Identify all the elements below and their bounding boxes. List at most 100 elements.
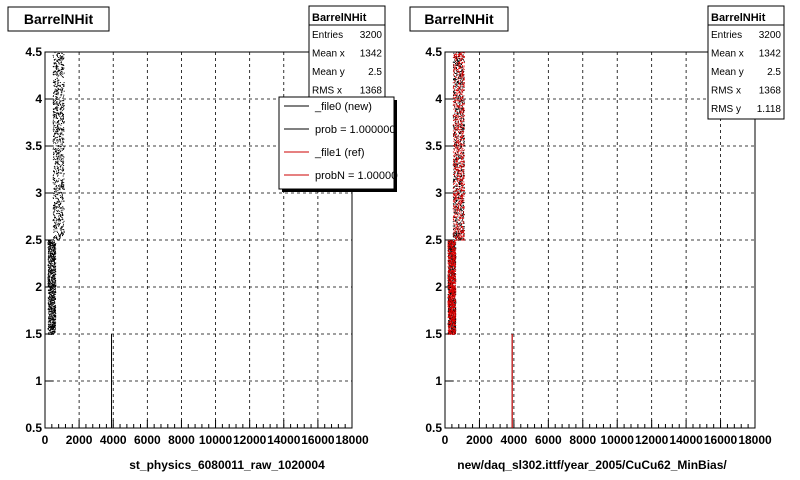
data-point <box>459 223 461 225</box>
data-point <box>460 139 462 140</box>
data-point <box>53 260 55 262</box>
data-point <box>460 60 462 62</box>
data-point <box>52 108 54 110</box>
data-point <box>456 239 458 241</box>
data-point <box>53 95 54 97</box>
data-point <box>453 200 455 202</box>
data-point <box>461 91 463 93</box>
data-point <box>461 57 463 59</box>
data-point <box>455 115 457 117</box>
data-point <box>51 312 53 314</box>
data-point <box>458 99 460 101</box>
data-point <box>49 292 51 294</box>
data-point <box>456 209 458 211</box>
data-point <box>460 132 461 133</box>
data-point <box>54 73 56 75</box>
data-point <box>54 171 55 173</box>
data-point <box>452 101 454 102</box>
data-point <box>454 174 455 176</box>
data-point <box>58 178 60 180</box>
data-point <box>54 139 55 141</box>
data-point <box>462 238 464 240</box>
data-point <box>53 292 55 294</box>
data-point <box>62 114 64 115</box>
data-point <box>459 75 461 77</box>
data-point <box>461 59 462 61</box>
data-point <box>454 164 456 166</box>
data-point <box>454 147 456 149</box>
data-point <box>54 166 56 168</box>
data-point <box>55 266 56 268</box>
data-point <box>448 292 450 294</box>
data-point <box>452 217 454 218</box>
data-point <box>57 145 59 146</box>
data-point <box>63 57 65 59</box>
data-point <box>55 194 57 196</box>
data-point <box>451 327 453 329</box>
data-point <box>458 115 460 117</box>
data-point <box>456 148 458 150</box>
data-point <box>54 224 56 226</box>
data-point <box>461 175 463 177</box>
data-point <box>50 298 52 300</box>
data-point <box>457 54 459 55</box>
data-point <box>55 67 57 69</box>
data-point <box>62 232 64 234</box>
data-point <box>62 166 64 168</box>
data-point <box>455 232 457 234</box>
data-point <box>49 315 51 317</box>
data-point <box>461 148 463 150</box>
data-point <box>462 65 463 67</box>
data-point <box>448 324 450 326</box>
y-tick-label: 0.5 <box>425 421 442 435</box>
data-point <box>460 146 462 148</box>
data-point <box>59 219 61 220</box>
data-point <box>457 144 459 146</box>
data-point <box>50 319 52 321</box>
data-point <box>53 172 55 174</box>
data-point <box>51 255 52 257</box>
data-point <box>461 109 463 111</box>
data-point <box>59 53 60 54</box>
x-tick-label: 12000 <box>233 433 267 447</box>
data-point <box>452 164 454 166</box>
data-point <box>53 111 55 113</box>
data-point <box>460 189 462 191</box>
data-point <box>57 70 59 72</box>
data-point <box>58 129 60 131</box>
data-point <box>56 227 57 228</box>
data-point <box>462 194 464 196</box>
data-point <box>462 183 464 185</box>
data-point <box>51 300 53 302</box>
data-point <box>55 113 57 115</box>
data-point <box>54 323 56 325</box>
data-point <box>455 242 457 244</box>
data-point <box>54 331 56 333</box>
data-point <box>459 103 461 105</box>
data-point <box>63 72 65 74</box>
data-point <box>455 203 457 205</box>
data-point <box>55 244 56 246</box>
data-point <box>58 114 60 116</box>
data-point <box>454 189 456 191</box>
data-point <box>52 284 54 286</box>
data-point <box>50 242 52 243</box>
data-point <box>56 126 58 128</box>
data-point <box>56 236 58 238</box>
data-point <box>462 207 464 208</box>
data-point <box>450 317 452 319</box>
data-point <box>454 149 455 151</box>
data-point <box>49 313 51 315</box>
data-point <box>56 89 58 91</box>
data-point <box>53 165 55 167</box>
data-point <box>54 313 56 315</box>
data-point <box>453 236 455 238</box>
data-point <box>460 131 462 133</box>
data-point <box>454 224 456 226</box>
data-point <box>52 266 54 267</box>
data-point <box>454 213 456 215</box>
data-point <box>458 141 460 143</box>
data-point <box>52 292 54 294</box>
data-point <box>449 331 451 333</box>
data-point <box>457 151 459 152</box>
